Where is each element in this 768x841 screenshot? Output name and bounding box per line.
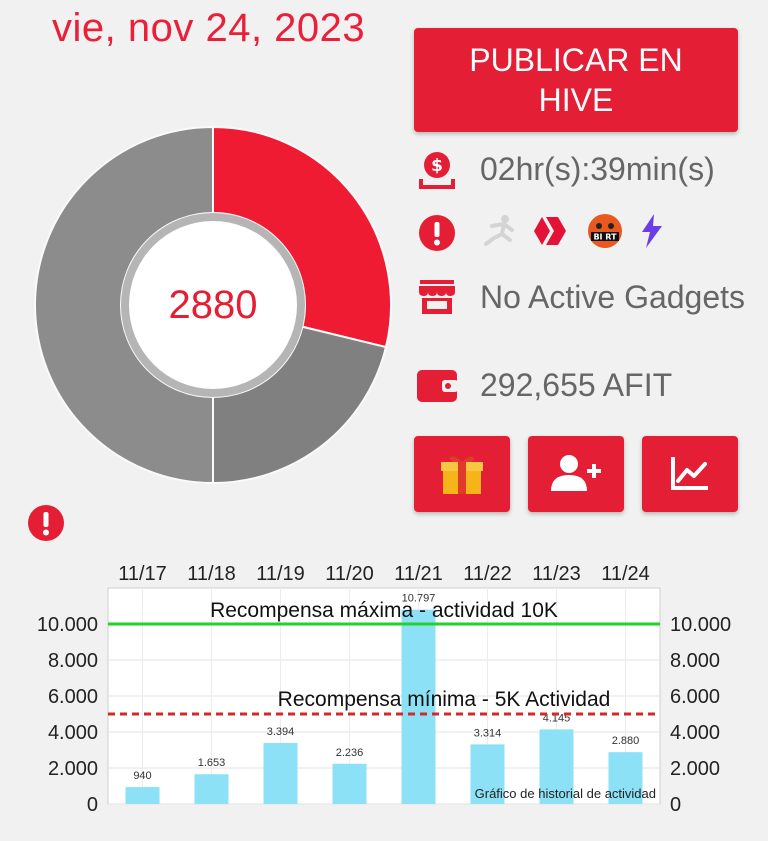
- badges-row: BI RT: [414, 210, 754, 256]
- min-reward-label: Recompensa mínima - 5K Actividad: [278, 688, 611, 711]
- bar-value-label: 940: [133, 770, 151, 782]
- bar-chart-svg: 0 0 2.000 2.000 4.000 4.000 6.000 6.000 8.000 8.0…: [37, 563, 731, 816]
- wallet-icon: [414, 362, 460, 408]
- bar-11/17: [125, 787, 160, 804]
- add-user-icon: [549, 453, 603, 496]
- x-tick-label: 11/19: [256, 563, 305, 585]
- reward-timer-icon: $: [414, 146, 460, 192]
- bar-value-label: 4.145: [543, 712, 571, 724]
- x-tick-label: 11/23: [532, 563, 581, 585]
- publish-hive-button[interactable]: PUBLICAR EN HIVE: [414, 28, 738, 132]
- gift-button[interactable]: [414, 436, 510, 512]
- gift-icon: [439, 450, 485, 499]
- bar-value-label: 10.797: [402, 593, 436, 605]
- svg-text:$: $: [431, 156, 443, 176]
- y-tick-right: 10.000: [670, 614, 731, 636]
- y-tick-right: 4.000: [670, 722, 720, 744]
- activity-donut-chart: 2880: [34, 126, 392, 484]
- svg-text:BI RT: BI RT: [593, 232, 617, 241]
- hive-icon: [532, 214, 572, 253]
- bar-value-label: 3.394: [267, 726, 295, 738]
- x-tick-label: 11/24: [601, 563, 650, 585]
- date-header: vie, nov 24, 2023: [52, 6, 366, 50]
- y-tick-left: 8.000: [48, 650, 98, 672]
- x-tick-label: 11/21: [394, 563, 443, 585]
- donut-svg: [34, 126, 392, 484]
- bar-11/19: [263, 742, 298, 804]
- bar-value-label: 2.880: [612, 735, 640, 747]
- bilart-icon: BI RT: [586, 212, 624, 255]
- y-tick-left: 4.000: [48, 722, 98, 744]
- x-tick-label: 11/20: [325, 563, 374, 585]
- gadgets-row: No Active Gadgets: [414, 274, 754, 320]
- bar-11/20: [332, 763, 367, 804]
- balance-text: 292,655 AFIT: [480, 366, 673, 403]
- y-tick-left: 10.000: [37, 614, 98, 636]
- bar-value-label: 1.653: [198, 757, 226, 769]
- bar-11/21: [401, 609, 436, 804]
- y-tick-right: 2.000: [670, 758, 720, 780]
- balance-row: 292,655 AFIT: [414, 362, 754, 408]
- timer-text: 02hr(s):39min(s): [480, 150, 715, 187]
- store-icon: [414, 274, 460, 320]
- donut-hole: [129, 221, 297, 389]
- bar-11/22: [470, 744, 505, 804]
- y-tick-right: 6.000: [670, 686, 720, 708]
- timer-row: $ 02hr(s):39min(s): [414, 146, 754, 192]
- y-tick-left: 6.000: [48, 686, 98, 708]
- y-tick-right: 8.000: [670, 650, 720, 672]
- alert-icon[interactable]: [414, 210, 460, 256]
- x-tick-label: 11/18: [187, 563, 236, 585]
- stats-button[interactable]: [642, 436, 738, 512]
- runner-icon: [480, 214, 518, 253]
- splinterlands-icon: [638, 212, 666, 255]
- bar-value-label: 2.236: [336, 747, 364, 759]
- y-tick-right: 0: [670, 794, 681, 816]
- add-friend-button[interactable]: [528, 436, 624, 512]
- gadgets-text: No Active Gadgets: [480, 278, 746, 315]
- bar-value-label: 3.314: [474, 727, 502, 739]
- chart-info-icon[interactable]: [27, 504, 65, 547]
- x-tick-label: 11/17: [118, 563, 167, 585]
- bar-11/24: [608, 752, 643, 804]
- bar-11/18: [194, 774, 229, 804]
- activity-history-chart: 0 0 2.000 2.000 4.000 4.000 6.000 6.000 8.000 8.0…: [0, 556, 768, 818]
- chart-icon: [670, 455, 710, 494]
- y-tick-left: 0: [87, 794, 98, 816]
- y-tick-left: 2.000: [48, 758, 98, 780]
- x-tick-label: 11/22: [463, 563, 512, 585]
- bar-11/23: [539, 729, 574, 804]
- donut-center-value: 2880: [168, 282, 258, 327]
- max-reward-label: Recompensa máxima - actividad 10K: [210, 599, 558, 622]
- chart-caption: Gráfico de historial de actividad: [475, 786, 656, 801]
